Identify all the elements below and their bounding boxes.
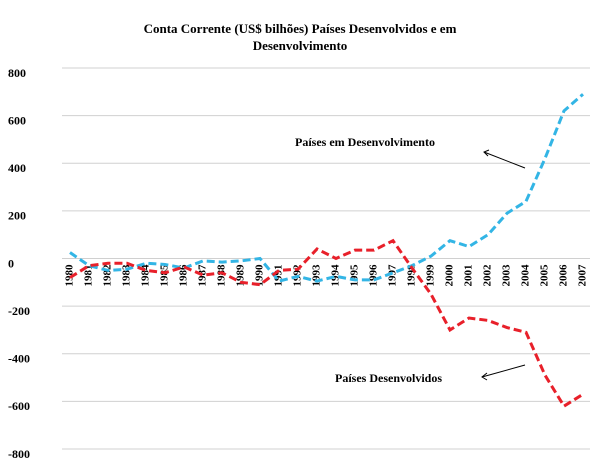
x-tick-label: 1994 bbox=[330, 264, 342, 287]
x-tick-label: 1995 bbox=[349, 264, 361, 287]
x-tick-label: 1997 bbox=[387, 264, 399, 287]
x-tick-label: 1988 bbox=[216, 264, 228, 287]
chart-title: Conta Corrente (US$ bilhões) Países Dese… bbox=[144, 21, 457, 36]
x-tick-label: 2002 bbox=[482, 264, 494, 287]
y-tick-label: 600 bbox=[8, 113, 26, 127]
x-tick-label: 2007 bbox=[577, 264, 589, 287]
x-tick-label: 1981 bbox=[83, 265, 95, 287]
y-tick-label: -200 bbox=[8, 304, 30, 318]
data-line bbox=[69, 238, 584, 409]
chart-subtitle: Desenvolvimento bbox=[253, 38, 348, 53]
x-tick-label: 1989 bbox=[235, 264, 247, 287]
annotation: Países em Desenvolvimento bbox=[295, 135, 435, 149]
y-tick-label: 400 bbox=[8, 161, 26, 175]
x-tick-label: 1993 bbox=[311, 264, 323, 287]
annotation-arrowhead bbox=[481, 372, 488, 381]
y-tick-label: 0 bbox=[8, 256, 14, 270]
annotation: Países Desenvolvidos bbox=[335, 371, 442, 385]
annotation-arrow bbox=[483, 151, 526, 169]
x-tick-label: 2006 bbox=[558, 264, 570, 287]
y-tick-label: -800 bbox=[8, 447, 30, 458]
x-tick-label: 2003 bbox=[501, 264, 513, 287]
y-tick-label: -600 bbox=[8, 399, 30, 413]
x-tick-label: 1986 bbox=[178, 264, 190, 287]
annotation-arrow bbox=[481, 364, 526, 378]
x-tick-label: 1990 bbox=[254, 264, 266, 287]
x-tick-label: 2005 bbox=[539, 264, 551, 287]
y-tick-label: 200 bbox=[8, 209, 26, 223]
x-tick-label: 2004 bbox=[520, 264, 532, 287]
x-tick-label: 1982 bbox=[102, 264, 114, 287]
x-tick-label: 1980 bbox=[64, 264, 76, 287]
x-tick-label: 1987 bbox=[197, 264, 209, 287]
x-tick-label: 1996 bbox=[368, 264, 380, 287]
x-tick-label: 2001 bbox=[463, 265, 475, 287]
annotation-arrowhead bbox=[483, 149, 490, 157]
x-tick-label: 1985 bbox=[159, 264, 171, 287]
x-tick-label: 2000 bbox=[444, 264, 456, 287]
y-tick-label: 800 bbox=[8, 66, 26, 80]
x-tick-label: 1999 bbox=[425, 264, 437, 287]
y-tick-label: -400 bbox=[8, 352, 30, 366]
data-line bbox=[69, 93, 584, 283]
